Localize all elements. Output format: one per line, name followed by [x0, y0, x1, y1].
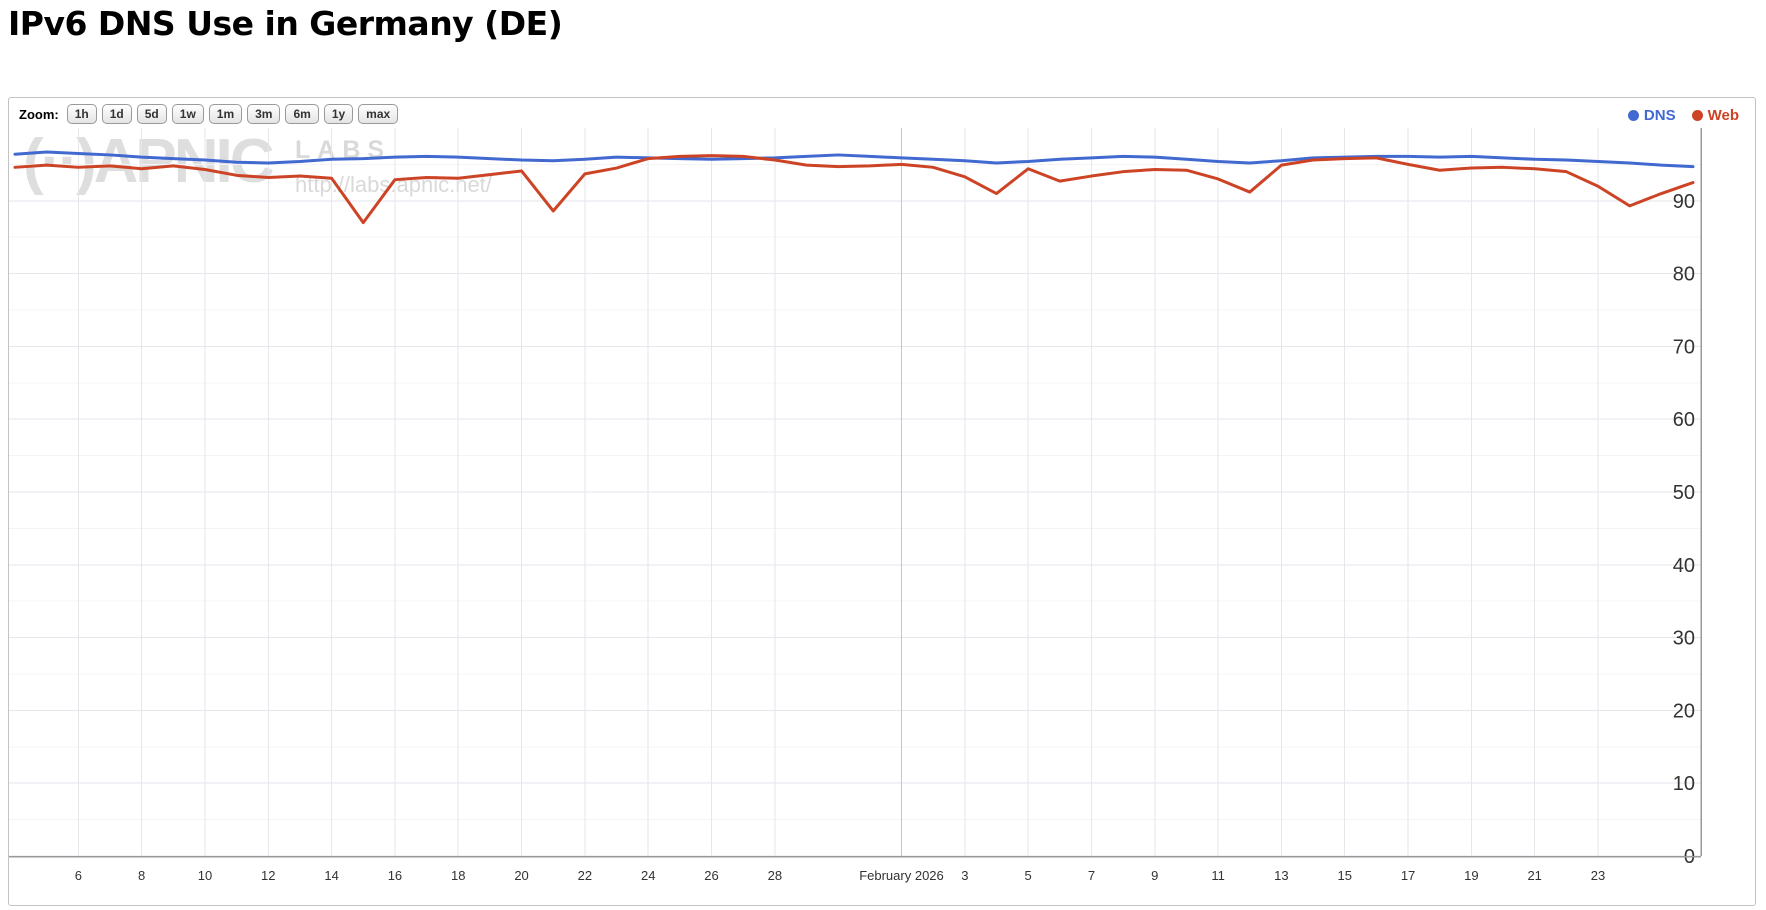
x-axis-label: 12: [261, 868, 275, 883]
apnic-url-text: http://labs.apnic.net/: [295, 172, 492, 198]
x-axis-label: 13: [1274, 868, 1288, 883]
x-axis-label: 23: [1591, 868, 1605, 883]
legend-item-web[interactable]: Web: [1691, 107, 1739, 124]
page-title: IPv6 DNS Use in Germany (DE): [8, 4, 563, 43]
x-axis-label: 6: [75, 868, 82, 883]
zoom-button-6m[interactable]: 6m: [285, 104, 319, 124]
web-series-line: [13, 154, 1695, 225]
y-axis-label: 10: [1673, 773, 1695, 795]
x-axis-label: 8: [138, 868, 145, 883]
y-axis-label: 90: [1673, 191, 1695, 213]
zoom-button-1y[interactable]: 1y: [323, 104, 354, 124]
legend-item-dns[interactable]: DNS: [1627, 107, 1676, 124]
x-axis-label: 28: [768, 868, 782, 883]
dns-legend-marker-icon: [1627, 110, 1639, 121]
x-axis-label: 11: [1211, 868, 1225, 883]
y-axis-label: 50: [1673, 482, 1695, 504]
x-axis-label: 7: [1088, 868, 1095, 883]
x-axis-label: 21: [1527, 868, 1541, 883]
dns-series-line: [13, 150, 1695, 169]
x-axis-label: 15: [1338, 868, 1352, 883]
y-axis-label: 70: [1673, 336, 1695, 358]
chart-legend: DNS Web: [1627, 107, 1739, 124]
zoom-button-3m[interactable]: 3m: [247, 104, 281, 124]
x-axis-label: 26: [704, 868, 718, 883]
y-axis-label: 30: [1673, 628, 1695, 650]
x-axis-label: February 2026: [859, 868, 944, 883]
zoom-button-1w[interactable]: 1w: [171, 104, 204, 124]
x-axis-label: 3: [961, 868, 968, 883]
zoom-toolbar: Zoom: 1h 1d 5d 1w 1m 3m 6m 1y max: [19, 104, 399, 124]
legend-label: Web: [1707, 107, 1739, 124]
y-axis-label: 80: [1673, 264, 1695, 286]
x-axis-label: 17: [1401, 868, 1415, 883]
zoom-button-1m[interactable]: 1m: [208, 104, 243, 124]
y-axis-label: 20: [1673, 700, 1695, 722]
x-axis-label: 10: [198, 868, 212, 883]
zoom-button-group: 1h 1d 5d 1w 1m 3m 6m 1y max: [66, 104, 399, 124]
x-axis-label: 19: [1464, 868, 1478, 883]
zoom-button-5d[interactable]: 5d: [136, 104, 167, 124]
x-axis-label: 16: [388, 868, 402, 883]
x-axis-label: 9: [1151, 868, 1158, 883]
web-legend-marker-icon: [1691, 110, 1703, 121]
x-axis-label: 20: [514, 868, 528, 883]
zoom-button-1h[interactable]: 1h: [66, 104, 97, 124]
zoom-button-1d[interactable]: 1d: [101, 104, 132, 124]
x-axis-label: 18: [451, 868, 465, 883]
x-axis-label: 22: [578, 868, 592, 883]
y-axis-label: 60: [1673, 409, 1695, 431]
zoom-button-max[interactable]: max: [358, 104, 399, 124]
zoom-label: Zoom:: [19, 106, 59, 122]
x-axis-label: 24: [641, 868, 655, 883]
chart-widget: (··)APNIC LABS http://labs.apnic.net/ 68…: [8, 97, 1756, 906]
x-axis-label: 5: [1025, 868, 1032, 883]
y-axis-label: 40: [1673, 555, 1695, 577]
x-axis-label: 14: [324, 868, 338, 883]
chart-svg: 6 8 10 12 14 16 18 20 22 24 26 28 February 2026 3 5 7 9 1…: [9, 128, 1702, 883]
legend-label: DNS: [1643, 107, 1676, 124]
